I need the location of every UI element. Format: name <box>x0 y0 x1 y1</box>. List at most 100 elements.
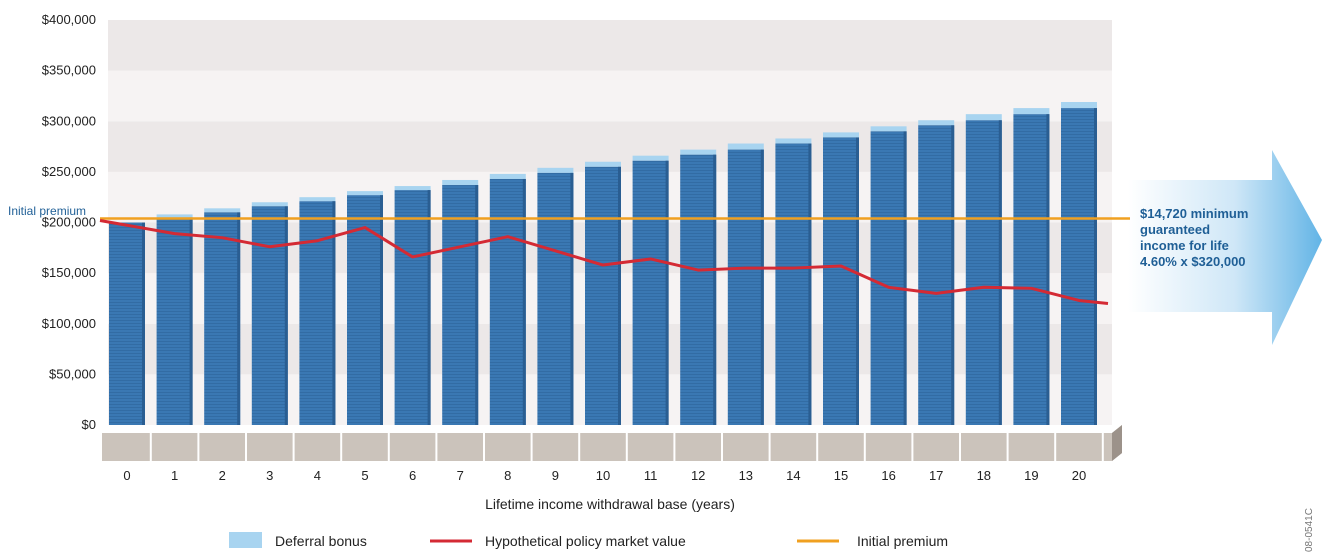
grid-band <box>108 70 1112 122</box>
y-tick-label: $300,000 <box>42 113 96 128</box>
deferral-bonus-bar <box>442 179 479 186</box>
bar-side-shade <box>1094 108 1097 426</box>
withdrawal-base-bar <box>109 222 145 425</box>
legend-label-deferral-bonus: Deferral bonus <box>275 533 367 549</box>
callout-line: 4.60% x $320,000 <box>1140 254 1246 269</box>
withdrawal-base-bar <box>156 217 193 425</box>
x-tick-label: 8 <box>504 468 511 483</box>
bar-side-shade <box>142 222 145 425</box>
figure-code: 08-0541C <box>1304 508 1315 552</box>
withdrawal-base-bar <box>1061 108 1097 426</box>
y-tick-label: $350,000 <box>42 63 96 78</box>
x-tick-label: 19 <box>1024 468 1038 483</box>
x-tick-label: 10 <box>596 468 610 483</box>
bar-side-shade <box>856 137 859 425</box>
chart-floor <box>102 425 1122 461</box>
bar-side-shade <box>380 195 383 425</box>
withdrawal-base-bar <box>204 212 241 425</box>
x-tick-label: 2 <box>219 468 226 483</box>
y-tick-label: $50,000 <box>49 366 96 381</box>
callout-arrow <box>1128 150 1322 345</box>
y-tick-label: $0 <box>82 417 96 432</box>
deferral-bonus-bar <box>680 149 717 155</box>
deferral-bonus-bar <box>870 126 907 132</box>
deferral-bonus-bar <box>156 214 193 218</box>
withdrawal-base-bar <box>727 149 764 425</box>
floor-side <box>1112 425 1122 461</box>
bar-side-shade <box>903 131 907 425</box>
bar-side-shade <box>522 178 526 425</box>
bar-side-shade <box>189 217 193 425</box>
x-tick-label: 11 <box>644 468 658 483</box>
deferral-bonus-bar <box>537 167 574 173</box>
withdrawal-base-bar <box>1013 114 1050 425</box>
x-tick-label: 15 <box>834 468 848 483</box>
x-tick-label: 18 <box>977 468 991 483</box>
deferral-bonus-bar <box>1061 102 1097 109</box>
bar-side-shade <box>475 185 479 425</box>
bar-side-shade <box>665 160 669 426</box>
y-tick-label: $100,000 <box>42 316 96 331</box>
deferral-bonus-bar <box>775 138 812 144</box>
deferral-bonus-bar <box>632 155 669 161</box>
deferral-bonus-bar <box>251 202 288 207</box>
bar-side-shade <box>951 125 955 426</box>
x-tick-label: 0 <box>123 468 130 483</box>
bar-side-shade <box>760 149 764 425</box>
withdrawal-base-bar <box>489 178 526 425</box>
deferral-bonus-bar <box>918 120 955 126</box>
withdrawal-base-bar <box>537 172 574 425</box>
grid-band <box>108 20 1112 71</box>
bar-side-shade <box>808 143 812 425</box>
x-tick-label: 5 <box>361 468 368 483</box>
callout-line: income for life <box>1140 238 1229 253</box>
bar-side-shade <box>1046 114 1050 425</box>
callout-line: guaranteed <box>1140 222 1210 237</box>
y-tick-label: $250,000 <box>42 164 96 179</box>
x-tick-label: 6 <box>409 468 416 483</box>
withdrawal-base-bar <box>299 201 336 425</box>
legend-label-market-value: Hypothetical policy market value <box>485 533 686 549</box>
withdrawal-base-bar <box>680 154 717 425</box>
deferral-bonus-bar <box>299 197 336 202</box>
x-tick-label: 3 <box>266 468 273 483</box>
callout-line: $14,720 minimum <box>1140 206 1248 221</box>
withdrawal-base-bar <box>823 137 859 425</box>
legend: Deferral bonus Hypothetical policy market… <box>229 532 948 549</box>
x-tick-label: 7 <box>457 468 464 483</box>
market-value-line <box>99 219 1109 305</box>
withdrawal-base-bar <box>394 190 431 425</box>
deferral-bonus-bar <box>347 191 383 196</box>
x-tick-label: 13 <box>739 468 753 483</box>
y-axis: $0 $50,000 $100,000 $150,000 $200,000 $250,00… <box>42 12 96 432</box>
x-axis-title: Lifetime income withdrawal base (years) <box>485 496 735 512</box>
bar-side-shade <box>618 166 621 425</box>
deferral-bonus-bar <box>394 186 431 191</box>
x-tick-label: 9 <box>552 468 559 483</box>
legend-label-initial-premium: Initial premium <box>857 533 948 549</box>
x-tick-label: 20 <box>1072 468 1086 483</box>
x-tick-label: 12 <box>691 468 705 483</box>
y-tick-label: $150,000 <box>42 265 96 280</box>
withdrawal-base-bar <box>632 160 669 426</box>
withdrawal-base-bar <box>965 120 1002 426</box>
deferral-bonus-bar <box>1013 108 1050 115</box>
lines <box>99 217 1130 305</box>
x-tick-label: 16 <box>881 468 895 483</box>
deferral-bonus-bar <box>585 161 621 167</box>
floor-base <box>102 425 1122 461</box>
bar-side-shade <box>284 206 288 425</box>
bar-side-shade <box>713 154 717 425</box>
x-tick-label: 1 <box>171 468 178 483</box>
bar-side-shade <box>998 120 1002 426</box>
withdrawal-base-bar <box>918 125 955 426</box>
initial-premium-label: Initial premium <box>8 204 86 218</box>
x-axis: 0 1 2 3 4 5 6 7 8 9 10 11 12 13 14 15 16 17 18 19 20 <box>123 468 1086 483</box>
withdrawal-base-bar <box>251 206 288 425</box>
withdrawal-base-bar <box>870 131 907 425</box>
x-tick-label: 4 <box>314 468 321 483</box>
bars <box>109 102 1097 426</box>
deferral-bonus-bar <box>965 114 1002 121</box>
bar-side-shade <box>570 172 574 425</box>
